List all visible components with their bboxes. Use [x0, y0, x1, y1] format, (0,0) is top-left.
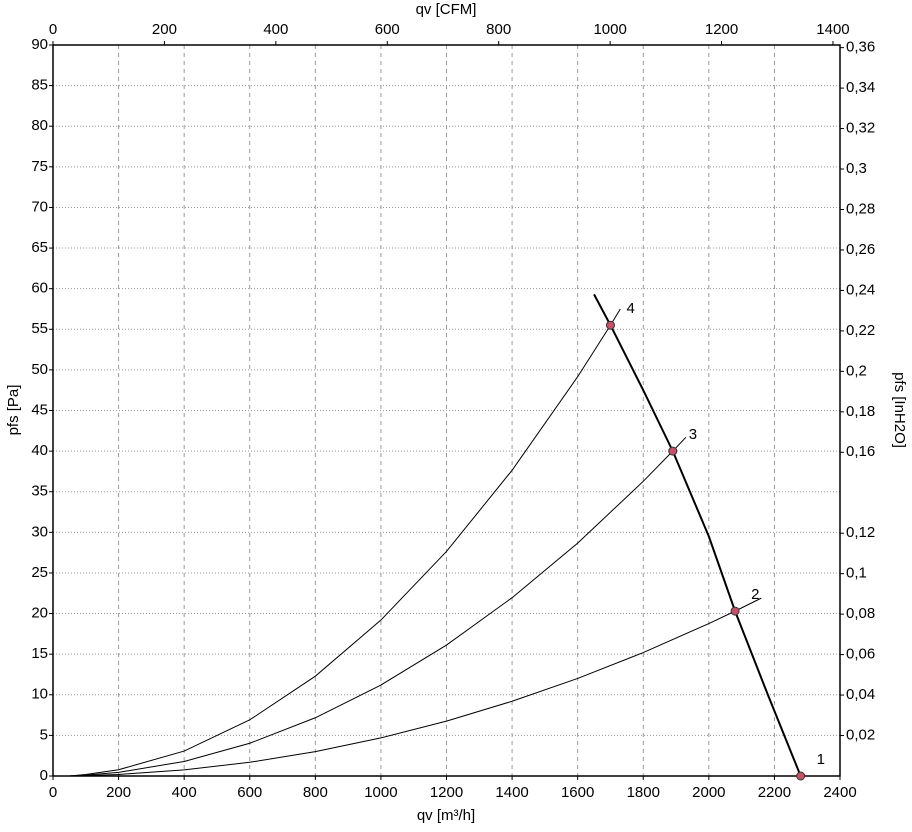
y2-tick-label: 0,04 [846, 686, 875, 703]
y2-tick-label: 0,22 [846, 322, 875, 339]
y-tick-label: 50 [31, 361, 48, 378]
x2-tick-label: 600 [375, 21, 400, 38]
operating-point [796, 771, 806, 781]
x2-tick-label: 200 [152, 21, 177, 38]
x-tick-label: 400 [172, 784, 197, 801]
y-tick-label: 45 [31, 401, 48, 418]
curve [69, 436, 687, 777]
y2-axis-title: pfs [InH2O] [891, 372, 908, 448]
y-tick-label: 65 [31, 239, 48, 256]
plot-frame [52, 44, 841, 777]
y2-tick-label: 0,08 [846, 605, 875, 622]
point-label: 1 [817, 751, 825, 768]
x2-tick-label: 800 [486, 21, 511, 38]
x2-axis-title: qv [CFM] [416, 1, 477, 18]
y-tick-label: 0 [40, 767, 48, 784]
x-tick-label: 200 [106, 784, 131, 801]
x-tick-label: 1400 [495, 784, 528, 801]
x-tick-label: 1200 [430, 784, 463, 801]
x-tick-label: 600 [237, 784, 262, 801]
y2-tick-label: 0,32 [846, 120, 875, 137]
y2-tick-label: 0,26 [846, 241, 875, 258]
y-tick-label: 10 [31, 686, 48, 703]
x2-tick-label: 0 [49, 21, 57, 38]
y2-tick-label: 0,12 [846, 524, 875, 541]
x2-tick-label: 1000 [593, 21, 626, 38]
y2-tick-label: 0,02 [846, 727, 875, 744]
y2-tick-label: 0,2 [846, 362, 867, 379]
y-tick-label: 15 [31, 645, 48, 662]
y2-tick-label: 0,28 [846, 200, 875, 217]
operating-point [730, 606, 740, 616]
x-tick-label: 1000 [364, 784, 397, 801]
y-axis-title: pfs [Pa] [5, 385, 22, 436]
x2-tick-label: 400 [263, 21, 288, 38]
x-tick-label: 2000 [692, 784, 725, 801]
y-tick-label: 55 [31, 320, 48, 337]
y2-tick-label: 0,24 [846, 281, 875, 298]
y2-tick-label: 0,3 [846, 160, 867, 177]
point-label: 4 [626, 300, 634, 317]
x-tick-label: 0 [49, 784, 57, 801]
y-tick-label: 75 [31, 158, 48, 175]
curve [69, 308, 621, 777]
y2-tick-label: 0,1 [846, 565, 867, 582]
point-label: 3 [689, 426, 697, 443]
y2-tick-label: 0,18 [846, 403, 875, 420]
point-label: 2 [751, 586, 759, 603]
y-tick-label: 60 [31, 280, 48, 297]
x2-tick-label: 1200 [705, 21, 738, 38]
x2-tick-label: 1400 [816, 21, 849, 38]
y-tick-label: 5 [40, 726, 48, 743]
y-tick-label: 20 [31, 605, 48, 622]
y-tick-label: 80 [31, 117, 48, 134]
x-tick-label: 2200 [758, 784, 791, 801]
y-tick-label: 85 [31, 77, 48, 94]
y2-tick-label: 0,36 [846, 39, 875, 56]
y2-tick-label: 0,16 [846, 443, 875, 460]
y2-tick-label: 0,06 [846, 646, 875, 663]
x-tick-label: 1800 [627, 784, 660, 801]
y-tick-label: 40 [31, 442, 48, 459]
operating-point [605, 320, 615, 330]
operating-point [668, 446, 678, 456]
y-tick-label: 30 [31, 523, 48, 540]
x-tick-label: 800 [303, 784, 328, 801]
y-tick-label: 90 [31, 36, 48, 53]
curve [593, 293, 802, 777]
y-tick-label: 70 [31, 198, 48, 215]
x-axis-title: qv [m³/h] [417, 807, 475, 824]
curve [69, 597, 762, 777]
y-tick-label: 35 [31, 483, 48, 500]
x-tick-label: 1600 [561, 784, 594, 801]
x-tick-label: 2400 [823, 784, 856, 801]
y2-tick-label: 0,34 [846, 79, 875, 96]
y-tick-label: 25 [31, 564, 48, 581]
